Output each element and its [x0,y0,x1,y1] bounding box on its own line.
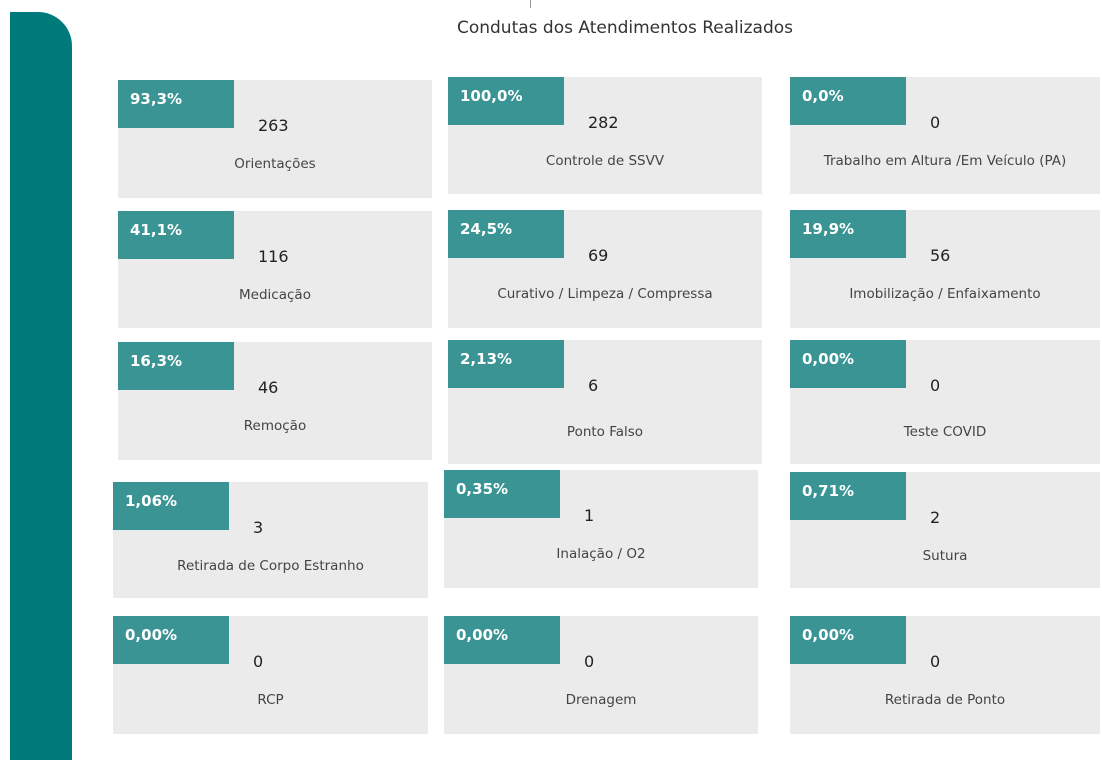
percent-badge: 100,0% [448,77,564,125]
percent-badge: 41,1% [118,211,234,259]
count: 3 [253,518,264,537]
percent-badge: 19,9% [790,210,906,258]
percent-badge: 0,71% [790,472,906,520]
percent-badge: 0,00% [113,616,229,664]
count: 0 [584,652,595,671]
count: 56 [930,246,951,265]
count: 46 [258,378,279,397]
kpi-card: 0,0% 0 Trabalho em Altura /Em Veículo (PA) [790,77,1100,194]
kpi-card: 0,71% 2 Sutura [790,472,1100,588]
kpi-card: 2,13% 6 Ponto Falso [448,340,762,464]
divider [530,0,531,8]
card-label: Orientações [234,156,316,172]
kpi-card: 41,1% 116 Medicação [118,211,432,328]
kpi-card: 16,3% 46 Remoção [118,342,432,460]
percent-badge: 1,06% [113,482,229,530]
kpi-card: 24,5% 69 Curativo / Limpeza / Compressa [448,210,762,328]
count: 0 [253,652,264,671]
count: 2 [930,508,941,527]
kpi-card: 0,00% 0 Drenagem [444,616,758,734]
percent-badge: 0,35% [444,470,560,518]
kpi-card: 0,35% 1 Inalação / O2 [444,470,758,588]
percent-badge: 0,00% [444,616,560,664]
card-label: Curativo / Limpeza / Compressa [497,286,713,302]
count: 263 [258,116,289,135]
kpi-card: 93,3% 263 Orientações [118,80,432,198]
card-label: Controle de SSVV [545,153,665,169]
percent-badge: 24,5% [448,210,564,258]
card-label: Retirada de Ponto [884,692,1006,708]
card-label: Teste COVID [903,424,987,440]
kpi-card: 0,00% 0 RCP [113,616,428,734]
kpi-card: 100,0% 282 Controle de SSVV [448,77,762,194]
card-label: Imobilização / Enfaixamento [849,286,1041,302]
title: Condutas dos Atendimentos Realizados [456,18,794,38]
card-label: Inalação / O2 [556,546,646,562]
percent-badge: 0,0% [790,77,906,125]
kpi-card: 0,00% 0 Retirada de Ponto [790,616,1100,734]
kpi-card: 0,00% 0 Teste COVID [790,340,1100,464]
card-label: Trabalho em Altura /Em Veículo (PA) [823,153,1067,169]
card-label: Retirada de Corpo Estranho [177,558,364,574]
count: 116 [258,247,289,266]
card-label: Drenagem [565,692,637,708]
count: 0 [930,652,941,671]
card-label: Sutura [922,548,968,564]
kpi-card: 1,06% 3 Retirada de Corpo Estranho [113,482,428,598]
percent-badge: 93,3% [118,80,234,128]
count: 0 [930,113,941,132]
percent-badge: 0,00% [790,340,906,388]
percent-badge: 16,3% [118,342,234,390]
kpi-card: 19,9% 56 Imobilização / Enfaixamento [790,210,1100,328]
percent-badge: 2,13% [448,340,564,388]
card-label: RCP [257,692,284,708]
card-label: Remoção [243,418,307,434]
card-label: Medicação [239,287,311,303]
card-label: Ponto Falso [566,424,644,440]
count: 1 [584,506,595,525]
count: 6 [588,376,599,395]
count: 282 [588,113,619,132]
count: 69 [588,246,609,265]
side-bar [10,12,72,760]
percent-badge: 0,00% [790,616,906,664]
count: 0 [930,376,941,395]
